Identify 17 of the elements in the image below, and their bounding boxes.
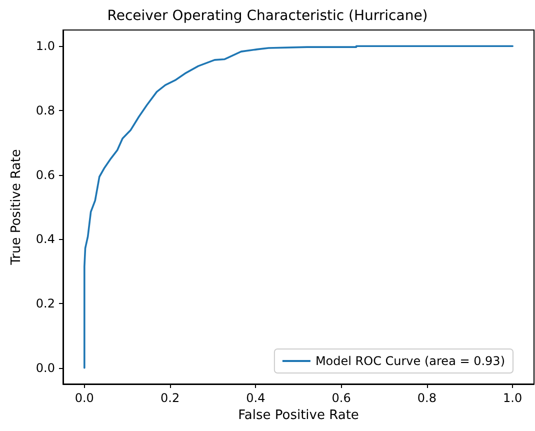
x-tick-label: 1.0 bbox=[503, 391, 522, 405]
x-tick-label: 0.8 bbox=[417, 391, 436, 405]
chart-title: Receiver Operating Characteristic (Hurricane) bbox=[107, 8, 428, 24]
x-tick-label: 0.6 bbox=[332, 391, 351, 405]
y-tick-label: 0.2 bbox=[36, 296, 55, 311]
y-tick-label: 0.4 bbox=[36, 232, 55, 246]
y-tick-label: 0.0 bbox=[36, 360, 55, 375]
x-axis-title: False Positive Rate bbox=[238, 408, 359, 423]
line-series bbox=[84, 45, 514, 369]
x-tick-label: 0.2 bbox=[160, 391, 180, 405]
y-tick-label: 0.8 bbox=[36, 103, 55, 118]
y-tick-label: 0.6 bbox=[36, 168, 55, 182]
y-axis-title: True Positive Rate bbox=[9, 149, 24, 266]
y-tick-label: 1.0 bbox=[36, 39, 55, 54]
x-tick-label: 0.4 bbox=[246, 391, 266, 405]
legend-label: Model ROC Curve (area = 0.93) bbox=[315, 354, 505, 368]
x-tick-label: 0.0 bbox=[74, 391, 94, 405]
